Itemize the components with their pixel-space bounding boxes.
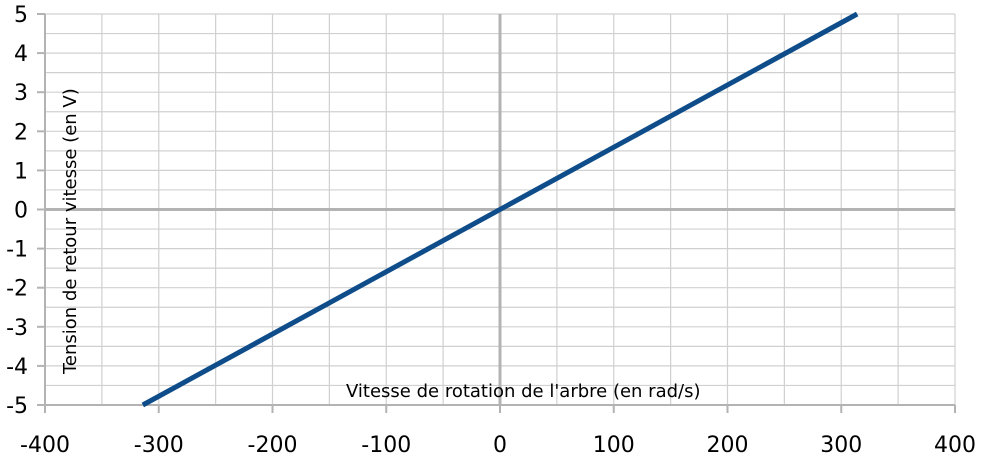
x-tick-label: 300 (820, 433, 862, 458)
y-axis-title: Tension de retour vitesse (en V) (60, 88, 81, 375)
y-tick-label: 4 (14, 42, 28, 67)
y-tick-label: -3 (6, 316, 28, 341)
y-tick-label: -5 (6, 394, 28, 419)
x-tick-label: -100 (361, 433, 411, 458)
y-tick-label: 2 (14, 120, 28, 145)
x-tick-labels: -400 -300 -200 -100 0 100 200 300 400 (20, 433, 976, 458)
y-tick-label: 1 (14, 159, 28, 184)
series (141, 11, 859, 408)
x-tick-label: 0 (493, 433, 507, 458)
y-tick-label: -2 (6, 277, 28, 302)
x-tick-label: 200 (707, 433, 749, 458)
x-tick-label: -300 (134, 433, 184, 458)
x-tick-label: -200 (248, 433, 298, 458)
series-line (141, 11, 859, 408)
y-tick-label: -4 (6, 355, 28, 380)
y-tick-label: -1 (6, 238, 28, 263)
y-tick-label: 3 (14, 81, 28, 106)
x-tick-label: 100 (593, 433, 635, 458)
y-tick-label: 5 (14, 3, 28, 28)
y-tick-labels: 5 4 3 2 1 0 -1 -2 -3 -4 -5 (6, 3, 28, 419)
x-tick-label: 400 (934, 433, 976, 458)
y-tick-label: 0 (14, 199, 28, 224)
x-axis-title: Vitesse de rotation de l'arbre (en rad/s… (346, 381, 701, 402)
x-tick-label: -400 (20, 433, 70, 458)
